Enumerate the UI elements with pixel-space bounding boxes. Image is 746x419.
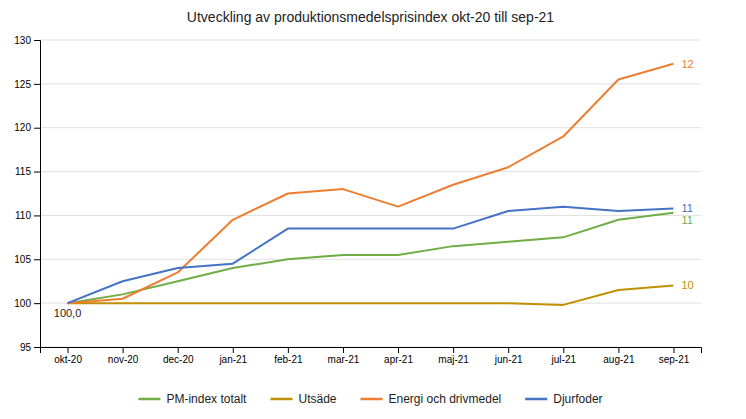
x-tick: apr-21	[384, 347, 413, 365]
x-tick: jan-21	[218, 347, 247, 365]
x-tick: maj-21	[438, 347, 469, 365]
legend-item: Djurfoder	[525, 392, 602, 406]
grid-line	[40, 171, 701, 172]
y-tick-mark	[34, 303, 40, 304]
x-tick-mark	[563, 347, 564, 353]
y-tick: 125	[14, 79, 40, 90]
x-tick-label: sep-21	[659, 354, 690, 365]
y-axis: 95 100 105 110 115 120 125 130	[14, 35, 40, 353]
y-tick-mark	[34, 172, 40, 173]
x-tick: nov-20	[108, 347, 139, 365]
series-line	[68, 213, 674, 303]
x-tick-label: okt-20	[54, 354, 82, 365]
legend: PM-index totalt Utsäde Energi och drivmede…	[138, 392, 602, 406]
legend-label: PM-index totalt	[166, 392, 247, 406]
x-tick-label: jan-21	[218, 354, 247, 365]
legend-item: PM-index totalt	[138, 392, 247, 406]
plot: 95 100 105 110 115 120 125 130 okt-20 nov-20 dec-2…	[14, 35, 701, 365]
x-tick-mark	[68, 347, 69, 353]
chart: 95 100 105 110 115 120 125 130 okt-20 nov-20 dec-2…	[0, 0, 746, 419]
x-tick-label: feb-21	[274, 354, 303, 365]
legend-label: Energi och drivmedel	[388, 392, 501, 406]
x-tick-mark	[508, 347, 509, 353]
x-axis-line	[41, 348, 702, 354]
x-tick: feb-21	[274, 347, 303, 365]
legend-item: Energi och drivmedel	[360, 392, 501, 406]
y-tick: 95	[20, 342, 40, 353]
annotation: 100,0	[54, 307, 82, 319]
x-tick-mark	[233, 347, 234, 353]
y-tick: 100	[14, 298, 40, 309]
x-tick-mark	[398, 347, 399, 353]
y-tick: 120	[14, 122, 40, 133]
x-tick-label: mar-21	[328, 354, 360, 365]
y-axis-line	[34, 41, 41, 348]
x-tick-mark	[178, 347, 179, 353]
y-tick-label: 100	[14, 298, 31, 309]
x-tick-mark	[288, 347, 289, 353]
grid	[40, 40, 701, 347]
x-tick-label: jul-21	[551, 354, 577, 365]
x-tick-label: jun-21	[494, 354, 523, 365]
y-tick-label: 130	[14, 35, 31, 46]
end-label: 10	[681, 279, 693, 291]
x-tick: jun-21	[494, 347, 523, 365]
y-tick-label: 120	[14, 122, 31, 133]
x-tick: sep-21	[659, 347, 690, 365]
y-tick-mark	[34, 128, 40, 129]
annotations: 100,0 12 1111 10	[54, 58, 694, 320]
x-tick-mark	[123, 347, 124, 353]
end-label: 12	[681, 58, 693, 70]
grid-line	[40, 83, 701, 84]
y-tick: 130	[14, 35, 40, 46]
y-tick-label: 125	[14, 79, 31, 90]
x-tick-label: dec-20	[163, 354, 194, 365]
y-tick-mark	[34, 347, 40, 348]
y-tick-mark	[34, 259, 40, 260]
x-tick-mark	[343, 347, 344, 353]
legend-swatch	[360, 398, 382, 401]
x-axis: okt-20 nov-20 dec-20 jan-21 feb-21 mar-21 apr-…	[41, 347, 702, 365]
y-tick-mark	[34, 40, 40, 41]
y-tick-label: 110	[15, 210, 31, 221]
x-tick-label: aug-21	[603, 354, 635, 365]
y-tick-label: 115	[15, 166, 31, 177]
x-tick-mark	[618, 347, 619, 353]
grid-line	[40, 40, 701, 41]
series-line	[68, 64, 674, 303]
y-tick: 105	[14, 254, 40, 265]
x-tick: mar-21	[328, 347, 360, 365]
x-tick: aug-21	[603, 347, 635, 365]
x-tick-label: maj-21	[438, 354, 469, 365]
x-tick-label: apr-21	[384, 354, 413, 365]
legend-label: Utsäde	[298, 392, 336, 406]
x-tick: jul-21	[551, 347, 577, 365]
series-line	[68, 286, 674, 305]
x-tick-mark	[453, 347, 454, 353]
x-tick: dec-20	[163, 347, 194, 365]
grid-line	[40, 127, 701, 128]
legend-swatch	[138, 398, 160, 401]
y-tick-mark	[34, 84, 40, 85]
end-label: 11	[681, 202, 692, 214]
x-tick-label: nov-20	[108, 354, 139, 365]
x-tick-mark	[673, 347, 674, 353]
end-label: 11	[681, 214, 692, 226]
legend-swatch	[525, 398, 547, 401]
y-tick: 115	[15, 166, 40, 177]
y-tick: 110	[15, 210, 40, 221]
y-tick-label: 95	[20, 342, 32, 353]
y-tick-label: 105	[14, 254, 31, 265]
title: Utveckling av produktionsmedelsprisindex…	[187, 9, 555, 25]
legend-item: Utsäde	[270, 392, 336, 406]
series-line	[68, 207, 674, 303]
lines	[68, 64, 674, 305]
x-tick: okt-20	[54, 347, 82, 365]
grid-line	[40, 215, 701, 216]
y-tick-mark	[34, 215, 40, 216]
legend-label: Djurfoder	[553, 392, 602, 406]
grid-line	[40, 259, 701, 260]
legend-swatch	[270, 398, 292, 401]
